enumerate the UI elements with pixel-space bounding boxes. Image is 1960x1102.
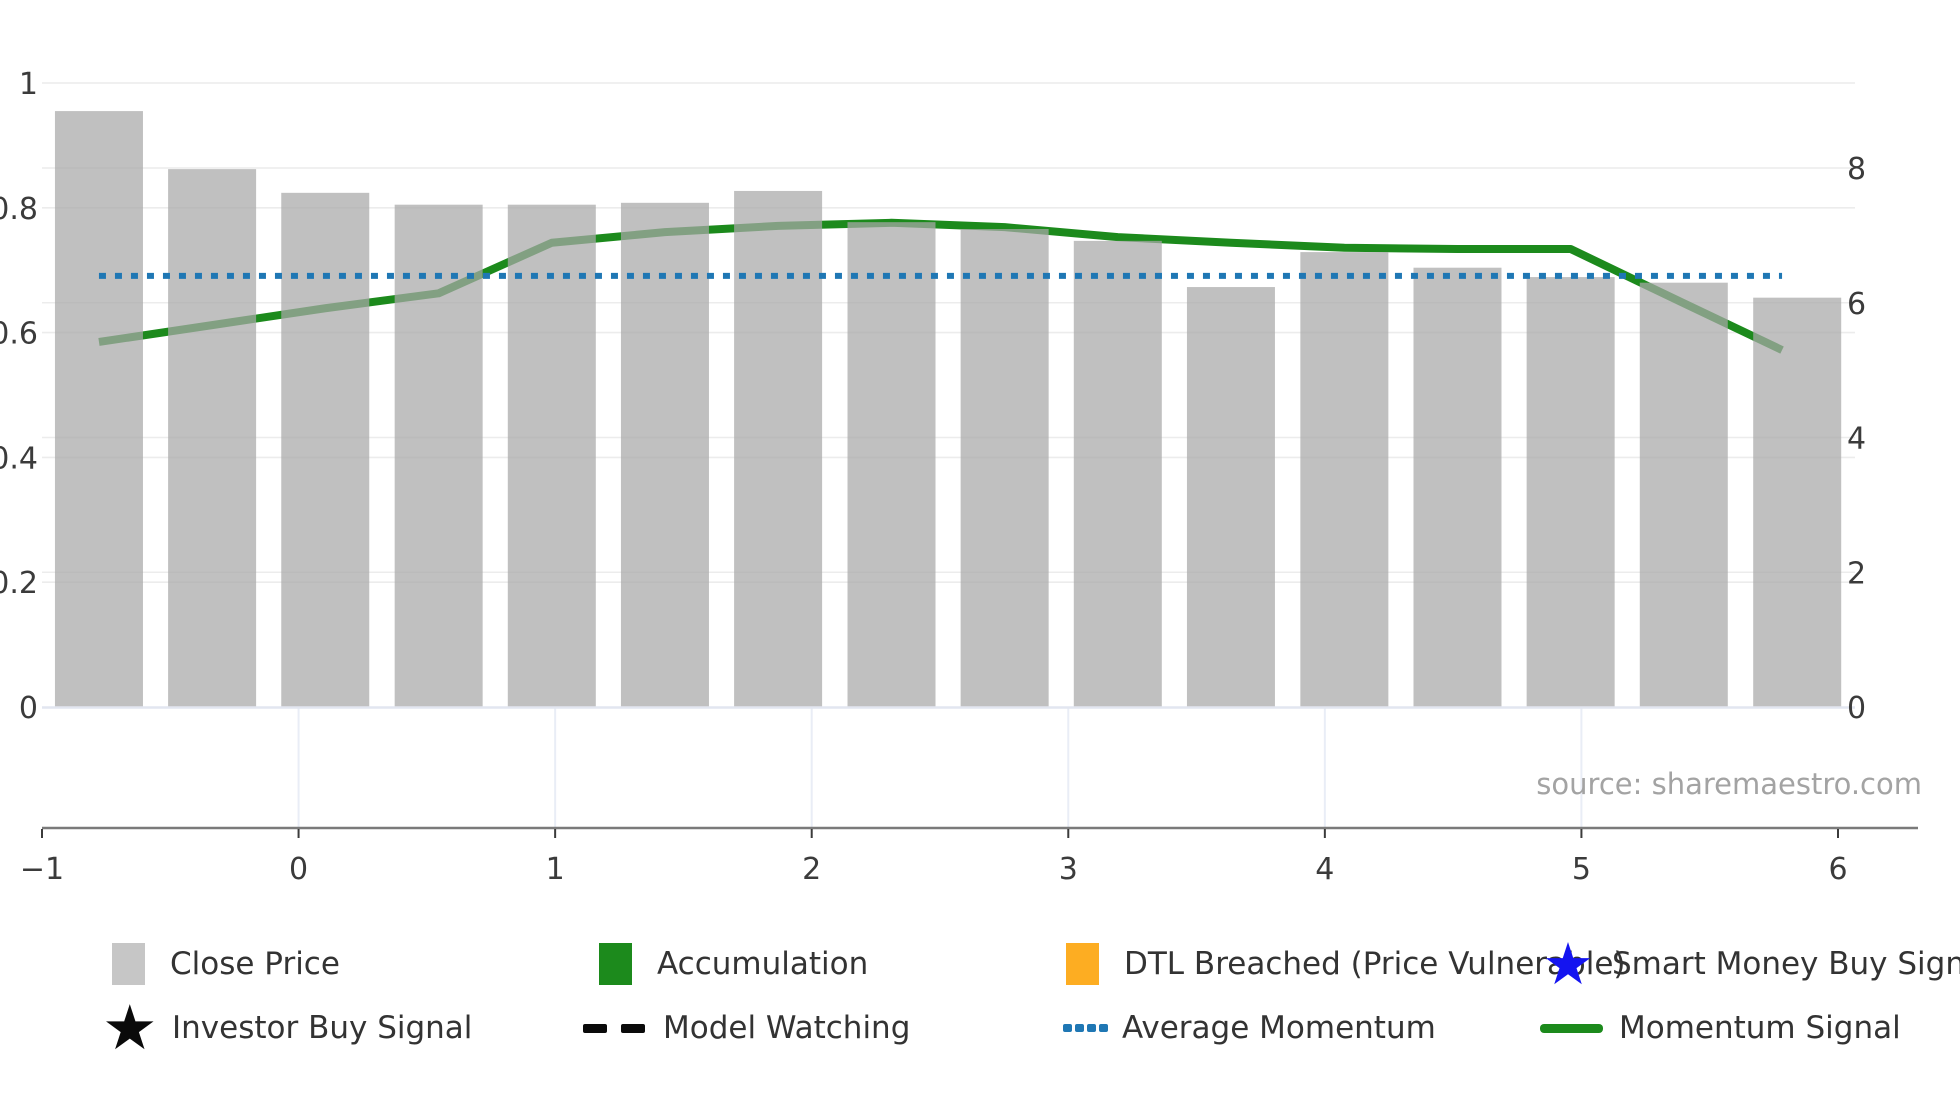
momentum-signal-line-icon — [1540, 1023, 1603, 1033]
right-tick-label: 2 — [1847, 556, 1866, 591]
dtl-breached-swatch-icon — [1066, 943, 1099, 985]
chart-canvas: −1 0 1 2 3 4 5 6 0 0.2 0.4 0.6 0.8 1 0 2 4 6 8 source: sha… — [0, 67, 1922, 887]
left-tick-label: 1 — [19, 67, 38, 102]
legend-item-smart-money-buy-signal: ★ Smart Money Buy Signal — [1542, 930, 1960, 998]
average-momentum-dots-icon — [1063, 1024, 1110, 1032]
close-price-bar — [281, 192, 370, 708]
x-tick-label: −1 — [20, 852, 64, 887]
right-tick-label: 8 — [1847, 152, 1866, 187]
right-tick-label: 0 — [1847, 691, 1866, 726]
close-price-bar — [847, 222, 936, 708]
x-axis-labels: −1 0 1 2 3 4 5 6 — [20, 852, 1848, 887]
legend-item-close-price: Close Price — [112, 943, 340, 985]
legend-label: Smart Money Buy Signal — [1612, 946, 1960, 982]
legend-item-dtl-breached: DTL Breached (Price Vulnerable) — [1066, 943, 1625, 985]
legend-item-momentum-signal: Momentum Signal — [1540, 1010, 1901, 1046]
accumulation-swatch-icon — [599, 943, 632, 985]
investor-buy-star-icon: ★ — [102, 991, 158, 1064]
left-tick-label: 0.2 — [0, 566, 38, 601]
x-tick-label: 0 — [289, 852, 308, 887]
x-subgrid — [297, 708, 1583, 827]
close-price-bar — [168, 169, 257, 707]
legend-item-investor-buy-signal: ★ Investor Buy Signal — [102, 991, 473, 1064]
x-tick-label: 2 — [802, 852, 821, 887]
close-price-swatch-icon — [112, 943, 145, 985]
x-axis-ticks — [41, 829, 1839, 838]
left-axis-labels: 0 0.2 0.4 0.6 0.8 1 — [0, 67, 38, 726]
x-tick-label: 1 — [546, 852, 565, 887]
close-price-bar — [620, 202, 709, 708]
legend-label: Model Watching — [663, 1010, 911, 1046]
close-price-bar — [54, 111, 143, 707]
left-tick-label: 0.6 — [0, 317, 38, 352]
left-tick-label: 0.4 — [0, 441, 38, 476]
close-price-bar — [394, 204, 483, 707]
legend-label: Close Price — [170, 946, 340, 982]
x-tick-label: 5 — [1572, 852, 1591, 887]
left-tick-label: 0 — [19, 691, 38, 726]
legend-item-average-momentum: Average Momentum — [1063, 1010, 1436, 1046]
close-price-bar — [507, 204, 596, 707]
close-price-bar — [1300, 252, 1389, 707]
right-tick-label: 6 — [1847, 287, 1866, 322]
left-tick-label: 0.8 — [0, 192, 38, 227]
legend-label: DTL Breached (Price Vulnerable) — [1124, 946, 1626, 982]
close-price-bar — [1186, 287, 1275, 707]
smart-money-star-icon: ★ — [1542, 930, 1594, 998]
x-tick-label: 4 — [1315, 852, 1334, 887]
x-tick-label: 6 — [1828, 852, 1847, 887]
close-price-bar — [1639, 282, 1728, 707]
close-price-bar — [960, 229, 1049, 708]
legend-label: Momentum Signal — [1619, 1010, 1901, 1046]
legend-item-accumulation: Accumulation — [599, 943, 868, 985]
legend-item-model-watching: Model Watching — [583, 1010, 910, 1046]
model-watching-dash-icon — [583, 1023, 645, 1033]
momentum-signal-line — [98, 218, 1784, 354]
legend-label: Accumulation — [657, 946, 869, 982]
close-price-bar — [1526, 277, 1615, 707]
price-momentum-chart: −1 0 1 2 3 4 5 6 0 0.2 0.4 0.6 0.8 1 0 2 4 6 8 source: sha… — [0, 67, 1922, 887]
close-price-bar — [1413, 267, 1502, 707]
close-price-bar — [1073, 240, 1162, 707]
right-axis-labels: 0 2 4 6 8 — [1847, 152, 1866, 726]
close-price-bar — [1753, 297, 1842, 707]
legend-label: Investor Buy Signal — [172, 1010, 473, 1046]
source-text: source: sharemaestro.com — [1536, 767, 1922, 801]
close-price-bars — [54, 111, 1842, 708]
right-tick-label: 4 — [1847, 422, 1866, 457]
x-tick-label: 3 — [1059, 852, 1078, 887]
close-price-bar — [734, 190, 823, 707]
legend-label: Average Momentum — [1122, 1010, 1436, 1046]
